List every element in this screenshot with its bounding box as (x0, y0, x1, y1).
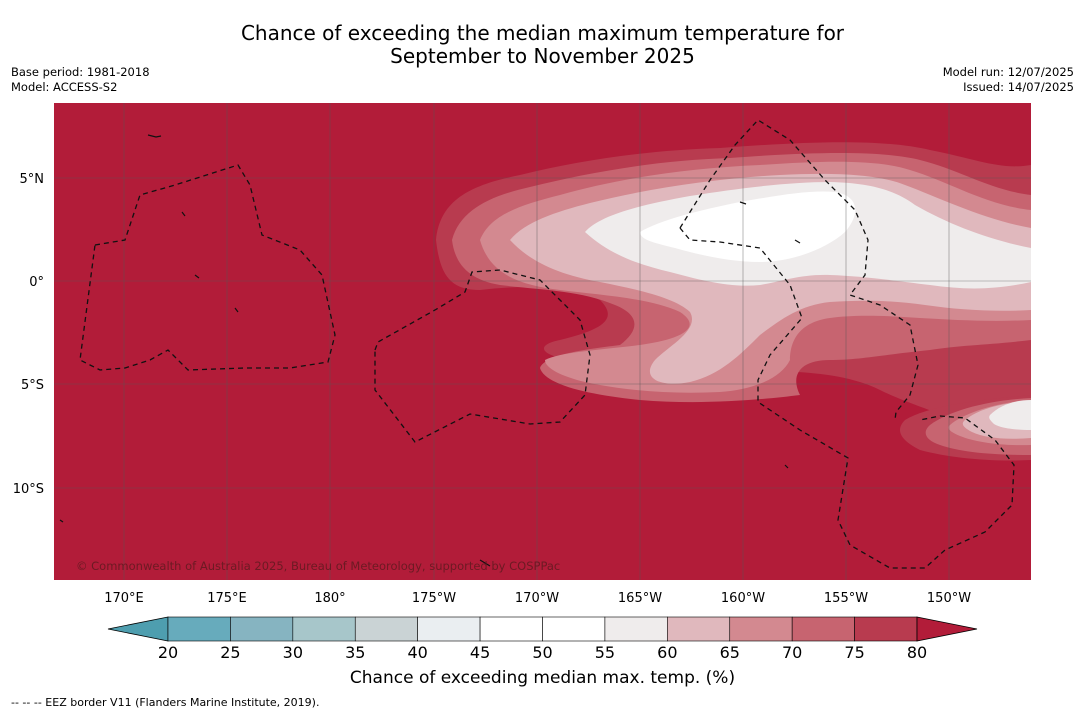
colorbar-bin (292, 616, 356, 642)
lon-label: 155°W (824, 591, 868, 606)
colorbar-bin (791, 616, 855, 642)
graticule (54, 103, 1031, 580)
map-area: © Commonwealth of Australia 2025, Bureau… (54, 103, 1031, 580)
eez-kiribati-line-lower (679, 227, 1015, 569)
colorbar-title: Chance of exceeding median max. temp. (%… (349, 668, 736, 688)
colorbar-bin (604, 616, 668, 642)
lon-label: 150°W (927, 591, 971, 606)
colorbar-bin (542, 616, 606, 642)
lat-label: 5°S (21, 378, 44, 393)
lon-label: 175°E (207, 591, 247, 606)
colorbar-tick-label: 70 (781, 643, 803, 662)
lon-label: 170°W (515, 591, 559, 606)
lat-label: 10°S (13, 482, 44, 497)
model-run: Model run: 12/07/2025 (942, 65, 1074, 79)
contour-50-55 (640, 191, 856, 262)
colorbar-tick-label: 45 (469, 643, 491, 662)
title-line-1: Chance of exceeding the median maximum t… (240, 21, 845, 45)
colorbar-bin (667, 616, 731, 642)
islands (59, 134, 801, 567)
meta-left: Base period: 1981-2018 Model: ACCESS-S2 (11, 65, 150, 95)
colorbar-bin (854, 616, 918, 642)
colorbar-bin (167, 616, 231, 642)
colorbar-tick-label: 30 (282, 643, 304, 662)
lon-label: 160°W (721, 591, 765, 606)
colorbar-tick-label: 50 (532, 643, 553, 662)
copyright-text: © Commonwealth of Australia 2025, Bureau… (76, 559, 560, 573)
colorbar-over-extension (916, 616, 978, 642)
colorbar-tick-label: 20 (157, 643, 179, 662)
colorbar-under-extension (107, 616, 169, 642)
eez-footnote: -- -- -- EEZ border V11 (Flanders Marine… (11, 696, 320, 709)
colorbar-tick-label: 25 (220, 643, 241, 662)
colorbar-tick-label: 55 (594, 643, 616, 662)
colorbar-tick-label: 35 (345, 643, 366, 662)
colorbar-bin (230, 616, 294, 642)
colorbar-bin (417, 616, 481, 642)
colorbar-tick-label: 80 (906, 643, 928, 662)
longitude-labels: 170°E 175°E 180° 175°W 170°W 165°W 160°W… (104, 591, 971, 606)
map-title: Chance of exceeding the median maximum t… (0, 22, 1085, 68)
eez-borders (79, 119, 1015, 569)
title-line-2: September to November 2025 (390, 44, 695, 68)
latitude-labels: 5°N 0° 5°S 10°S (13, 172, 44, 497)
colorbar (107, 616, 978, 642)
base-period: Base period: 1981-2018 (11, 65, 150, 79)
colorbar-tick-label: 60 (657, 643, 678, 662)
lon-label: 180° (314, 591, 345, 606)
colorbar-bin (354, 616, 418, 642)
colorbar-bin (479, 616, 543, 642)
colorbar-tick-label: 75 (844, 643, 865, 662)
lon-label: 165°W (618, 591, 662, 606)
lon-label: 175°W (412, 591, 456, 606)
colorbar-bin (729, 616, 793, 642)
issued-date: Issued: 14/07/2025 (963, 80, 1074, 94)
eez-kiribati-phoenix-line (679, 119, 919, 421)
lat-label: 5°N (20, 172, 45, 187)
lon-label: 170°E (104, 591, 144, 606)
meta-right: Model run: 12/07/2025 Issued: 14/07/2025 (943, 65, 1074, 95)
contour-55-60-south (989, 400, 1031, 430)
lat-label: 0° (29, 275, 44, 290)
model-name: Model: ACCESS-S2 (11, 80, 118, 94)
colorbar-tick-label: 65 (719, 643, 740, 662)
eez-tokelau (374, 269, 591, 443)
colorbar-tick-label: 40 (407, 643, 428, 662)
